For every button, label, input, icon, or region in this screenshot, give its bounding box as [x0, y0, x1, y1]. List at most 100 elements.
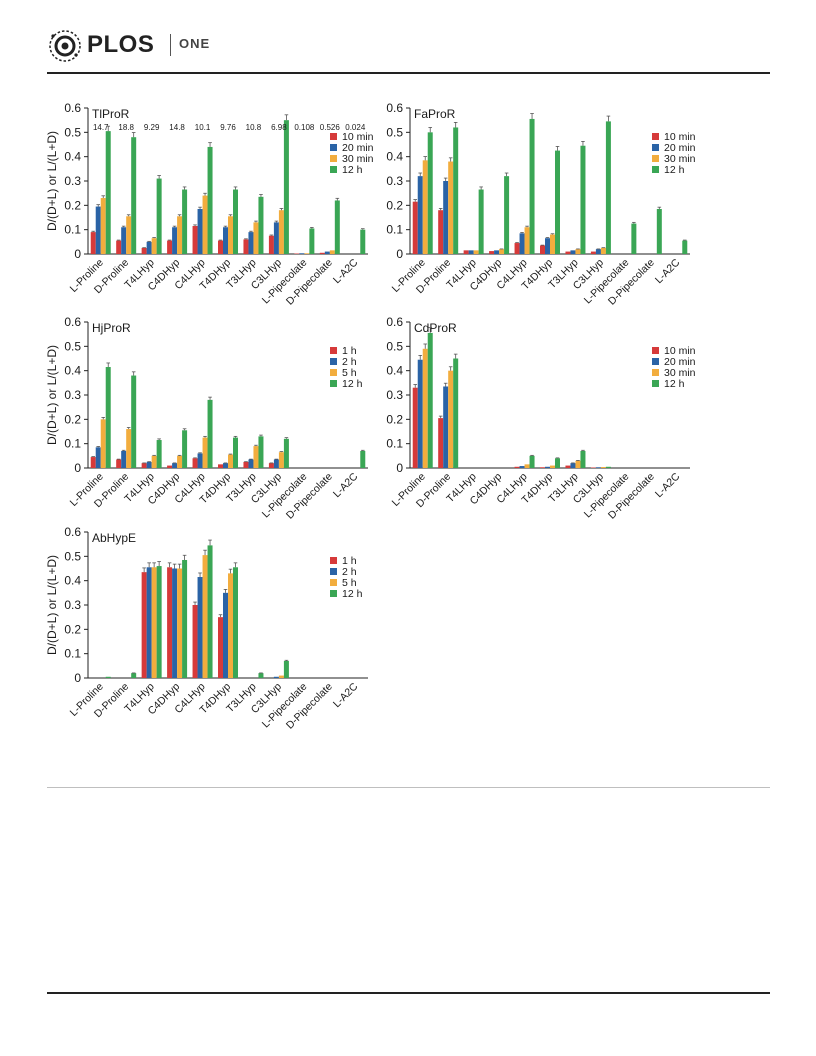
bar — [283, 120, 289, 255]
bar — [529, 118, 535, 254]
y-tick-label: 0.5 — [386, 339, 403, 353]
bar — [412, 201, 418, 254]
y-tick-label: 0.6 — [64, 525, 81, 539]
bar — [228, 454, 233, 468]
bar — [202, 437, 208, 468]
bar — [555, 458, 560, 468]
bar — [545, 466, 550, 468]
bar — [105, 676, 111, 678]
data-annotation: 0.024 — [345, 123, 366, 132]
y-tick-label: 0.1 — [386, 223, 403, 237]
y-tick-label: 0.3 — [64, 598, 81, 612]
footer-rule — [47, 992, 770, 994]
data-annotation: 0.108 — [294, 123, 315, 132]
bar — [489, 251, 495, 254]
y-tick-label: 0.6 — [64, 315, 81, 329]
bar — [146, 567, 152, 678]
bar — [600, 467, 606, 468]
bar — [605, 466, 611, 468]
bar — [299, 253, 305, 254]
legend-label: 12 h — [342, 588, 363, 600]
legend-label: 10 min — [664, 131, 696, 143]
journal-logo[interactable]: PLOS ONE — [47, 28, 247, 64]
legend-swatch — [330, 568, 337, 575]
y-tick-label: 0 — [74, 247, 81, 261]
legend-label: 12 h — [664, 164, 685, 176]
bar — [197, 577, 203, 678]
bar — [570, 250, 576, 254]
bar — [575, 249, 581, 254]
y-tick-label: 0.2 — [64, 412, 81, 426]
bar — [334, 200, 340, 254]
legend-swatch — [330, 347, 337, 354]
legend-label: 12 h — [342, 378, 363, 390]
legend-label: 20 min — [664, 356, 696, 368]
bar — [100, 198, 106, 254]
bar — [233, 437, 238, 468]
legend-swatch — [652, 155, 659, 162]
bar — [540, 467, 545, 468]
bar — [278, 675, 284, 678]
bar — [570, 463, 576, 468]
bar — [248, 459, 254, 468]
bar — [268, 235, 274, 254]
bar — [504, 176, 510, 254]
y-tick-label: 0.4 — [64, 574, 81, 588]
legend-swatch — [330, 155, 337, 162]
bar — [631, 223, 637, 254]
data-annotation: 18.8 — [118, 123, 134, 132]
legend-label: 1 h — [342, 555, 357, 567]
bar — [590, 251, 596, 254]
data-annotation: 9.76 — [220, 123, 236, 132]
legend-label: 10 min — [664, 345, 696, 357]
bar — [478, 189, 484, 254]
legend-swatch — [330, 369, 337, 376]
bar — [207, 399, 213, 468]
bar — [218, 240, 223, 254]
plos-globe-icon — [49, 30, 81, 62]
bar — [182, 189, 188, 254]
legend-label: 12 h — [664, 378, 685, 390]
bar — [473, 250, 479, 254]
bar — [656, 208, 662, 254]
chart-hjpror: 0 0.1 0.2 0.3 0.4 0.5 0.6 HjProR D/(D+L) or L/(L… — [45, 315, 368, 522]
chart-title: HjProR — [92, 321, 131, 335]
bar — [90, 232, 96, 254]
y-tick-label: 0.1 — [64, 437, 81, 451]
y-tick-label: 0.3 — [386, 174, 403, 188]
bar — [192, 458, 198, 468]
bar — [524, 464, 530, 468]
legend-label: 20 min — [664, 142, 696, 154]
x-tick-label: L-A2C — [331, 680, 361, 710]
legend-label: 1 h — [342, 345, 357, 357]
chart-abhype: 0 0.1 0.2 0.3 0.4 0.5 0.6 AbHypE D/(D+L) or L/(L… — [45, 525, 368, 732]
y-tick-label: 0.2 — [64, 198, 81, 212]
chart-tlpror: 0 0.1 0.2 0.3 0.4 0.5 0.6 TlProR D/(D+L) or L/(L… — [45, 101, 374, 308]
bar — [248, 232, 254, 254]
bar — [182, 559, 188, 678]
bar — [453, 358, 459, 468]
legend-label: 10 min — [342, 131, 374, 143]
y-tick-label: 0.1 — [386, 437, 403, 451]
bar — [494, 250, 500, 254]
legend-swatch — [330, 380, 337, 387]
logo-divider — [170, 34, 171, 56]
bar — [565, 465, 571, 468]
y-tick-label: 0.4 — [64, 364, 81, 378]
bar — [550, 465, 555, 468]
legend-swatch — [652, 380, 659, 387]
bar — [233, 189, 238, 254]
legend-swatch — [652, 133, 659, 140]
bar — [595, 467, 601, 468]
legend-swatch — [330, 358, 337, 365]
bar — [319, 252, 325, 254]
bar — [268, 463, 274, 468]
bar — [177, 568, 183, 678]
legend-swatch — [652, 358, 659, 365]
chart-title: AbHypE — [92, 531, 136, 545]
y-tick-label: 0 — [396, 461, 403, 475]
bar — [273, 459, 279, 468]
legend-swatch — [330, 579, 337, 586]
bar — [682, 240, 688, 254]
legend-swatch — [652, 166, 659, 173]
